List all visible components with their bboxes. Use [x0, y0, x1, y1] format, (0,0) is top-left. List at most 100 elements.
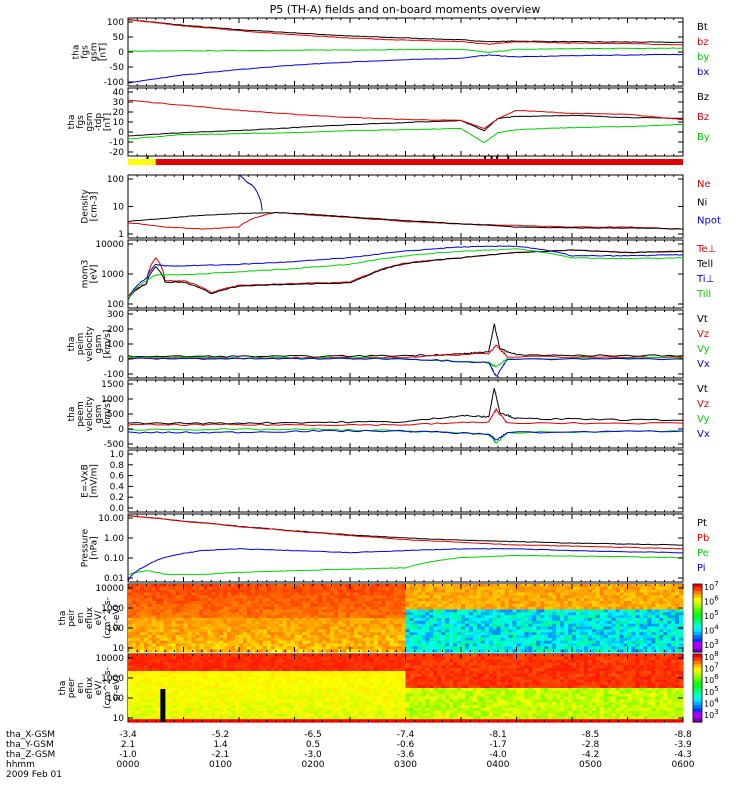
colorbar-cell	[693, 604, 702, 609]
heatmap-cell	[552, 606, 557, 611]
heatmap-cell	[326, 640, 331, 645]
heatmap-cell	[155, 679, 161, 683]
heatmap-cell	[476, 637, 482, 642]
heatmap-cell	[246, 646, 252, 650]
heatmap-cell	[243, 643, 248, 647]
heatmap-cell	[540, 609, 545, 613]
heatmap-cell	[572, 635, 577, 639]
heatmap-cell	[476, 620, 482, 625]
heatmap-cell	[572, 612, 577, 616]
heatmap-cell	[381, 615, 387, 619]
heatmap-cell	[243, 615, 248, 619]
heatmap-cell	[330, 640, 335, 645]
heatmap-cell	[508, 649, 514, 653]
heatmap-cell	[223, 620, 228, 625]
heatmap-cell	[132, 635, 137, 639]
heatmap-cell	[540, 637, 545, 642]
heatmap-cell	[659, 598, 664, 602]
heatmap-cell	[520, 635, 526, 639]
heatmap-cell	[583, 609, 589, 613]
heatmap-cell	[163, 586, 169, 591]
heatmap-cell	[572, 637, 577, 642]
heatmap-cell	[250, 586, 256, 591]
heatmap-cell	[679, 609, 684, 613]
heatmap-cell	[139, 690, 145, 695]
heatmap-cell	[143, 659, 149, 664]
heatmap-cell	[647, 609, 652, 613]
heatmap-cell	[167, 589, 173, 594]
heatmap-cell	[587, 643, 593, 647]
heatmap-cell	[468, 637, 474, 642]
heatmap-cell	[357, 623, 363, 628]
heatmap-cell	[627, 595, 633, 599]
heatmap-cell	[655, 632, 660, 636]
heatmap-cell	[278, 635, 284, 639]
heatmap-cell	[528, 586, 533, 591]
heatmap-cell	[643, 618, 648, 622]
heatmap-cell	[274, 618, 280, 622]
heatmap-cell	[472, 635, 478, 639]
heatmap-cell	[286, 601, 292, 605]
heatmap-cell	[361, 603, 367, 608]
heatmap-cell	[211, 584, 216, 588]
heatmap-cell	[314, 640, 319, 645]
heatmap-cell	[298, 637, 304, 642]
heatmap-cell	[663, 623, 668, 628]
heatmap-cell	[385, 646, 391, 650]
heatmap-cell	[318, 629, 323, 633]
heatmap-cell	[583, 589, 589, 594]
y-tick-label: -500	[104, 440, 125, 450]
heatmap-cell	[294, 649, 300, 653]
heatmap-cell	[568, 601, 573, 605]
heatmap-cell	[516, 643, 522, 647]
heatmap-cell	[243, 603, 248, 608]
heatmap-cell	[254, 623, 260, 628]
heatmap-cell	[361, 626, 367, 630]
heatmap-cell	[254, 646, 260, 650]
heatmap-cell	[671, 586, 676, 591]
heatmap-cell	[397, 598, 403, 602]
heatmap-cell	[579, 620, 585, 625]
heatmap-cell	[484, 643, 490, 647]
heatmap-cell	[611, 612, 617, 616]
heatmap-cell	[631, 592, 637, 596]
heatmap-cell	[532, 603, 537, 608]
heatmap-cell	[635, 609, 640, 613]
heatmap-cell	[254, 589, 260, 594]
heatmap-cell	[175, 615, 181, 619]
heatmap-cell	[651, 586, 656, 591]
heatmap-cell	[219, 615, 224, 619]
colorbar-tick-exp: 6	[714, 595, 719, 603]
heatmap-cell	[294, 598, 300, 602]
heatmap-cell	[163, 673, 169, 678]
heatmap-cell	[449, 595, 454, 599]
heatmap-cell	[365, 640, 371, 645]
heatmap-cell	[667, 592, 672, 596]
heatmap-cell	[659, 632, 664, 636]
heatmap-cell	[488, 635, 494, 639]
colorbar-cell	[693, 614, 702, 619]
heatmap-cell	[484, 589, 490, 594]
heatmap-cell	[183, 584, 189, 588]
heatmap-cell	[270, 606, 276, 611]
heatmap-cell	[266, 640, 272, 645]
heatmap-cell	[207, 632, 212, 636]
heatmap-cell	[231, 646, 236, 650]
heatmap-cell	[274, 601, 280, 605]
heatmap-cell	[195, 601, 200, 605]
heatmap-cell	[211, 620, 216, 625]
heatmap-cell	[576, 618, 581, 622]
heatmap-cell	[274, 609, 280, 613]
heatmap-cell	[560, 603, 565, 608]
heatmap-cell	[139, 688, 145, 692]
heatmap-cell	[421, 592, 426, 596]
heatmap-cell	[453, 643, 458, 647]
heatmap-cell	[250, 592, 256, 596]
heatmap-cell	[472, 601, 478, 605]
heatmap-cell	[603, 618, 609, 622]
heatmap-cell	[350, 603, 355, 608]
y-tick-label: 0.0	[110, 504, 125, 514]
heatmap-cell	[671, 615, 676, 619]
heatmap-cell	[159, 656, 165, 661]
heatmap-cell	[572, 609, 577, 613]
